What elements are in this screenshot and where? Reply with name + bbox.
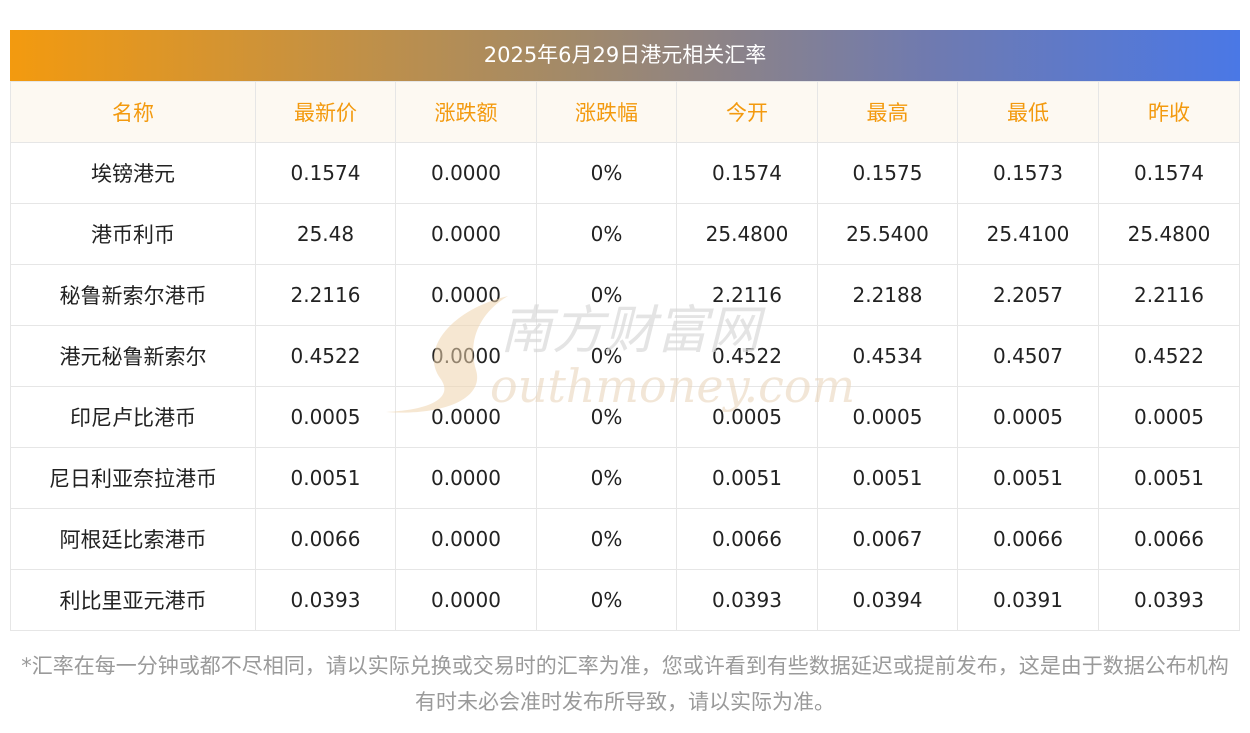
cell-prev-close: 0.0393: [1098, 569, 1240, 631]
cell-prev-close: 25.4800: [1098, 203, 1240, 265]
cell-change: 0.0000: [395, 203, 537, 265]
column-header-latest: 最新价: [255, 81, 396, 143]
cell-low: 25.4100: [957, 203, 1099, 265]
cell-latest: 0.0066: [255, 508, 396, 570]
cell-prev-close: 0.0066: [1098, 508, 1240, 570]
cell-change-pct: 0%: [536, 264, 677, 326]
cell-low: 0.0005: [957, 386, 1099, 448]
cell-open: 0.0066: [676, 508, 818, 570]
cell-name: 秘鲁新索尔港币: [10, 264, 256, 326]
cell-latest: 0.0051: [255, 447, 396, 509]
cell-name: 利比里亚元港币: [10, 569, 256, 631]
cell-latest: 25.48: [255, 203, 396, 265]
cell-open: 2.2116: [676, 264, 818, 326]
cell-low: 0.4507: [957, 325, 1099, 387]
table-row: 利比里亚元港币 0.0393 0.0000 0% 0.0393 0.0394 0.0391 0…: [10, 569, 1240, 631]
table-row: 港币利币 25.48 0.0000 0% 25.4800 25.5400 25.4100 25…: [10, 203, 1240, 265]
exchange-rate-table: 名称 最新价 涨跌额 涨跌幅 今开 最高 最低 昨收 埃镑港元 0.1574 0.0…: [10, 81, 1240, 631]
table-row: 印尼卢比港币 0.0005 0.0000 0% 0.0005 0.0005 0.0005 0.…: [10, 386, 1240, 448]
cell-high: 0.0067: [817, 508, 958, 570]
cell-low: 2.2057: [957, 264, 1099, 326]
cell-low: 0.0051: [957, 447, 1099, 509]
column-header-prev-close: 昨收: [1098, 81, 1240, 143]
cell-open: 0.1574: [676, 142, 818, 204]
table-row: 埃镑港元 0.1574 0.0000 0% 0.1574 0.1575 0.1573 0.15…: [10, 142, 1240, 204]
cell-name: 港元秘鲁新索尔: [10, 325, 256, 387]
table-body: 埃镑港元 0.1574 0.0000 0% 0.1574 0.1575 0.1573 0.15…: [10, 142, 1240, 631]
cell-open: 25.4800: [676, 203, 818, 265]
table-row: 秘鲁新索尔港币 2.2116 0.0000 0% 2.2116 2.2188 2.2057 2…: [10, 264, 1240, 326]
cell-low: 0.1573: [957, 142, 1099, 204]
cell-open: 0.0393: [676, 569, 818, 631]
cell-change: 0.0000: [395, 386, 537, 448]
cell-latest: 0.0005: [255, 386, 396, 448]
cell-open: 0.0005: [676, 386, 818, 448]
cell-high: 0.0005: [817, 386, 958, 448]
disclaimer-footnote: *汇率在每一分钟或都不尽相同，请以实际兑换或交易时的汇率为准，您或许看到有些数据…: [21, 654, 1229, 714]
column-header-name: 名称: [10, 81, 256, 143]
cell-low: 0.0391: [957, 569, 1099, 631]
cell-open: 0.0051: [676, 447, 818, 509]
cell-high: 0.1575: [817, 142, 958, 204]
cell-name: 阿根廷比索港币: [10, 508, 256, 570]
cell-change: 0.0000: [395, 447, 537, 509]
cell-latest: 0.4522: [255, 325, 396, 387]
cell-name: 印尼卢比港币: [10, 386, 256, 448]
column-header-low: 最低: [957, 81, 1099, 143]
cell-latest: 2.2116: [255, 264, 396, 326]
cell-prev-close: 0.4522: [1098, 325, 1240, 387]
table-title: 2025年6月29日港元相关汇率: [10, 30, 1240, 81]
cell-change-pct: 0%: [536, 203, 677, 265]
cell-high: 25.5400: [817, 203, 958, 265]
cell-change-pct: 0%: [536, 142, 677, 204]
table-row: 港元秘鲁新索尔 0.4522 0.0000 0% 0.4522 0.4534 0.4507 0…: [10, 325, 1240, 387]
cell-change: 0.0000: [395, 569, 537, 631]
cell-name: 港币利币: [10, 203, 256, 265]
cell-high: 0.0394: [817, 569, 958, 631]
cell-open: 0.4522: [676, 325, 818, 387]
cell-high: 0.4534: [817, 325, 958, 387]
column-header-high: 最高: [817, 81, 958, 143]
column-header-change: 涨跌额: [395, 81, 537, 143]
cell-prev-close: 0.0005: [1098, 386, 1240, 448]
cell-name: 埃镑港元: [10, 142, 256, 204]
cell-low: 0.0066: [957, 508, 1099, 570]
column-header-open: 今开: [676, 81, 818, 143]
table-row: 阿根廷比索港币 0.0066 0.0000 0% 0.0066 0.0067 0.0066 0…: [10, 508, 1240, 570]
cell-prev-close: 0.1574: [1098, 142, 1240, 204]
cell-high: 2.2188: [817, 264, 958, 326]
cell-change-pct: 0%: [536, 569, 677, 631]
cell-change-pct: 0%: [536, 508, 677, 570]
cell-latest: 0.0393: [255, 569, 396, 631]
cell-prev-close: 0.0051: [1098, 447, 1240, 509]
table-header-row: 名称 最新价 涨跌额 涨跌幅 今开 最高 最低 昨收: [10, 81, 1240, 143]
cell-latest: 0.1574: [255, 142, 396, 204]
column-header-change-pct: 涨跌幅: [536, 81, 677, 143]
cell-change-pct: 0%: [536, 325, 677, 387]
cell-name: 尼日利亚奈拉港币: [10, 447, 256, 509]
cell-change: 0.0000: [395, 264, 537, 326]
cell-change: 0.0000: [395, 142, 537, 204]
cell-change: 0.0000: [395, 325, 537, 387]
cell-prev-close: 2.2116: [1098, 264, 1240, 326]
table-row: 尼日利亚奈拉港币 0.0051 0.0000 0% 0.0051 0.0051 0.0051…: [10, 447, 1240, 509]
cell-change-pct: 0%: [536, 447, 677, 509]
cell-change: 0.0000: [395, 508, 537, 570]
cell-change-pct: 0%: [536, 386, 677, 448]
cell-high: 0.0051: [817, 447, 958, 509]
